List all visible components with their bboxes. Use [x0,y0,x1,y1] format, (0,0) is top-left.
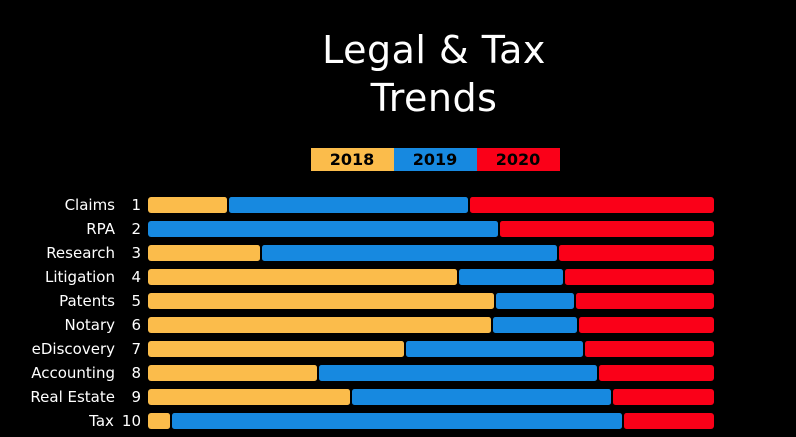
chart-row: Notary 6 [0,317,796,333]
category-rank: 10 [121,412,141,430]
chart-row: eDiscovery 7 [0,341,796,357]
bar-segment-2020[interactable] [584,341,714,357]
bar-segment-2020[interactable] [469,197,714,213]
bar-segment-2020[interactable] [565,269,714,285]
bar-segment-2018[interactable] [148,413,171,429]
chart-row: Claims 1 [0,197,796,213]
category-rank: 7 [131,340,141,358]
stacked-bar[interactable] [148,221,714,237]
category-label: Research [46,244,115,262]
category-label: Notary [64,316,115,334]
bar-segment-2019[interactable] [459,269,564,285]
stacked-bar-chart: Claims 1 RPA 2 Research 3 Litigation 4 P… [0,197,796,437]
bar-segment-2019[interactable] [495,293,575,309]
category-rank: 5 [131,292,141,310]
row-label: Accounting 8 [0,365,148,381]
stacked-bar[interactable] [148,317,714,333]
row-label: Real Estate 9 [0,389,148,405]
stacked-bar[interactable] [148,365,714,381]
bar-segment-2018[interactable] [148,245,261,261]
bar-segment-2020[interactable] [598,365,714,381]
bar-segment-2018[interactable] [148,317,491,333]
bar-segment-2019[interactable] [352,389,611,405]
bar-segment-2018[interactable] [148,293,494,309]
chart-row: Tax 10 [0,413,796,429]
row-label: Research 3 [0,245,148,261]
chart-row: RPA 2 [0,221,796,237]
bar-segment-2018[interactable] [148,341,404,357]
bar-segment-2020[interactable] [624,413,714,429]
category-rank: 6 [131,316,141,334]
row-label: Litigation 4 [0,269,148,285]
chart-title-line2: Trends [370,76,498,120]
bar-segment-2019[interactable] [172,413,623,429]
stacked-bar[interactable] [148,293,714,309]
chart-title-line1: Legal & Tax [322,28,546,72]
legend-item-2019[interactable]: 2019 [393,148,477,171]
legend-item-label: 2020 [495,150,541,169]
row-label: Claims 1 [0,197,148,213]
category-label: Accounting [31,364,115,382]
legend-item-2018[interactable]: 2018 [310,148,394,171]
bar-segment-2018[interactable] [148,269,458,285]
row-label: Notary 6 [0,317,148,333]
bar-segment-2018[interactable] [148,197,227,213]
category-label: RPA [86,220,115,238]
bar-segment-2020[interactable] [499,221,714,237]
category-label: eDiscovery [31,340,115,358]
category-rank: 9 [131,388,141,406]
category-label: Patents [59,292,115,310]
category-label: Claims [64,196,115,214]
stacked-bar[interactable] [148,341,714,357]
row-label: eDiscovery 7 [0,341,148,357]
chart-row: Research 3 [0,245,796,261]
stacked-bar[interactable] [148,389,714,405]
bar-segment-2020[interactable] [576,293,714,309]
chart-title: Legal & Tax Trends [0,26,796,122]
bar-segment-2018[interactable] [148,365,317,381]
bar-segment-2018[interactable] [148,389,351,405]
category-label: Real Estate [30,388,115,406]
chart-row: Patents 5 [0,293,796,309]
chart-row: Litigation 4 [0,269,796,285]
row-label: Tax 10 [0,413,148,429]
stacked-bar[interactable] [148,413,714,429]
bar-segment-2020[interactable] [579,317,714,333]
category-label: Tax [89,412,114,430]
chart-row: Accounting 8 [0,365,796,381]
category-label: Litigation [44,268,115,286]
stacked-bar[interactable] [148,269,714,285]
category-rank: 8 [131,364,141,382]
bar-segment-2019[interactable] [492,317,578,333]
chart-row: Real Estate 9 [0,389,796,405]
bar-segment-2020[interactable] [612,389,714,405]
category-rank: 3 [131,244,141,262]
legend: 2018 2019 2020 [37,148,796,171]
stacked-bar[interactable] [148,245,714,261]
legend-item-label: 2018 [329,150,375,169]
stacked-bar[interactable] [148,197,714,213]
legend-item-2020[interactable]: 2020 [476,148,560,171]
bar-segment-2019[interactable] [228,197,468,213]
category-rank: 2 [131,220,141,238]
bar-segment-2019[interactable] [148,221,498,237]
bar-segment-2019[interactable] [262,245,558,261]
bar-segment-2019[interactable] [405,341,583,357]
bar-segment-2019[interactable] [318,365,597,381]
row-label: RPA 2 [0,221,148,237]
bar-segment-2020[interactable] [559,245,714,261]
category-rank: 1 [131,196,141,214]
category-rank: 4 [131,268,141,286]
row-label: Patents 5 [0,293,148,309]
legend-item-label: 2019 [412,150,458,169]
